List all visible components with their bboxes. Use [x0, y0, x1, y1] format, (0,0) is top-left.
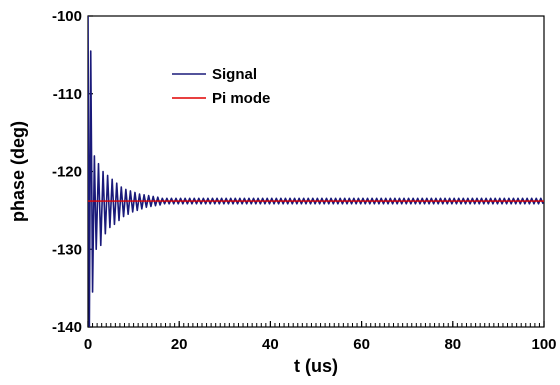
axes: -140 -130 -120 -110 -100 0 20 40 60 80 100 [52, 8, 557, 353]
legend-label-signal: Signal [212, 66, 257, 83]
y-tick-label: -110 [53, 86, 82, 103]
legend-label-pi-mode: Pi mode [212, 90, 270, 107]
y-tick-label: -120 [52, 164, 82, 181]
legend: Signal Pi mode [172, 66, 270, 107]
x-tick-label: 0 [84, 336, 92, 353]
x-axis-title: t (us) [294, 356, 338, 376]
signal-series-line [88, 16, 544, 327]
x-tick-label: 40 [262, 336, 279, 353]
x-tick-label: 60 [353, 336, 370, 353]
y-tick-label: -100 [52, 8, 82, 25]
x-tick-label: 100 [531, 336, 556, 353]
x-tick-label: 80 [444, 336, 461, 353]
y-tick-label: -140 [52, 319, 82, 336]
plot-frame [87, 15, 545, 328]
y-tick-label: -130 [52, 241, 82, 258]
x-tick-label: 20 [171, 336, 188, 353]
y-axis-title: phase (deg) [8, 121, 28, 222]
series-layer [88, 16, 544, 327]
